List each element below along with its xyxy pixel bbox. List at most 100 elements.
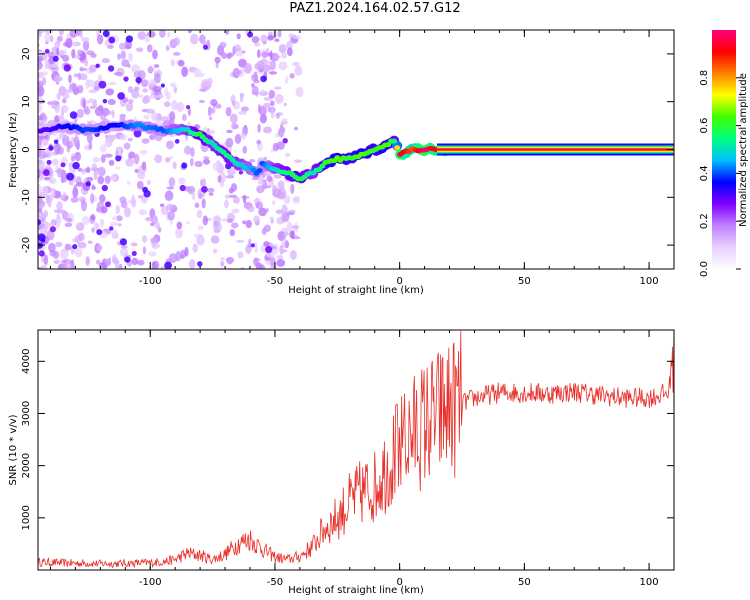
noise-blob <box>272 200 276 205</box>
y-tick-label: 20 <box>21 48 32 61</box>
noise-blob <box>253 241 258 248</box>
noise-blob <box>176 221 183 230</box>
noise-blob <box>268 71 278 75</box>
noise-blob <box>52 250 60 260</box>
noise-blob <box>49 189 56 199</box>
noise-blob <box>291 229 295 240</box>
noise-blob <box>91 186 96 190</box>
noise-blob <box>258 207 267 217</box>
noise-blob <box>251 85 259 96</box>
ridge-core <box>256 168 263 174</box>
noise-blob <box>38 219 42 226</box>
noise-blob <box>225 106 232 117</box>
noise-blob <box>131 89 140 99</box>
noise-blob <box>53 259 60 264</box>
noise-blob <box>198 193 203 200</box>
noise-blob <box>60 162 66 168</box>
noise-blob <box>245 219 252 229</box>
noise-blob <box>111 109 115 119</box>
noise-blob <box>62 198 68 202</box>
noise-blob <box>237 70 242 75</box>
noise-blob <box>92 157 101 163</box>
noise-blob <box>38 242 43 249</box>
noise-blob <box>254 42 261 47</box>
noise-blob <box>279 244 284 255</box>
noise-blob <box>294 65 303 76</box>
noise-blob <box>170 82 177 88</box>
snr-chart: -100 -50 0 50 100 1000 2000 3000 4000 Height of… <box>8 329 675 596</box>
noise-blob <box>250 243 255 248</box>
noise-blob <box>261 88 265 95</box>
noise-blob <box>56 212 60 220</box>
noise-blob <box>38 71 45 79</box>
noise-blob <box>78 232 85 242</box>
spectrogram-x-label: Height of straight line (km) <box>288 285 424 296</box>
noise-blob <box>260 75 267 83</box>
snr-frame <box>37 329 675 571</box>
noise-blob <box>273 86 282 90</box>
noise-blob <box>95 63 100 68</box>
noise-blob <box>38 208 42 213</box>
noise-blob <box>44 32 51 43</box>
noise-blob <box>278 44 287 54</box>
noise-blob <box>255 201 264 210</box>
noise-blob <box>262 179 268 190</box>
x-tick-label: -50 <box>267 276 283 287</box>
noise-blob <box>258 264 266 269</box>
y-tick-label: 1000 <box>21 505 32 530</box>
x-tick-label: 50 <box>518 276 531 287</box>
noise-blob <box>187 30 192 34</box>
noise-blob <box>282 138 288 144</box>
noise-blob <box>220 260 225 267</box>
noise-blob <box>276 254 284 261</box>
snr-x-axis: -100 -50 0 50 100 <box>49 330 675 588</box>
noise-blob <box>139 149 148 155</box>
noise-blob <box>65 217 73 223</box>
noise-blob <box>277 30 282 38</box>
noise-blob <box>291 225 300 229</box>
noise-blob <box>90 53 97 59</box>
spectrogram-y-label: Frequency (Hz) <box>8 112 19 188</box>
noise-blob <box>253 257 259 267</box>
noise-blob <box>48 145 54 151</box>
noise-blob <box>260 34 268 43</box>
noise-blob <box>269 50 273 61</box>
noise-blob <box>140 79 149 88</box>
noise-blob <box>247 31 254 38</box>
noise-blob <box>276 191 286 200</box>
x-tick-label: -100 <box>139 577 162 588</box>
noise-blob <box>59 248 69 260</box>
noise-blob <box>286 212 295 216</box>
noise-blob <box>234 133 242 144</box>
noise-blob <box>281 51 288 59</box>
noise-blob <box>268 89 276 99</box>
noise-blob <box>46 229 55 241</box>
noise-blob <box>160 83 165 88</box>
noise-blob <box>54 40 61 49</box>
noise-blob <box>246 65 251 72</box>
noise-blob <box>294 126 298 131</box>
noise-blob <box>72 244 78 250</box>
noise-blob <box>265 208 269 213</box>
noise-blob <box>50 100 58 110</box>
noise-blob <box>167 32 171 38</box>
y-tick-label: 10 <box>21 95 32 108</box>
y-tick-label: 2000 <box>21 453 32 478</box>
noise-blob <box>232 196 240 204</box>
noise-blob <box>221 218 227 222</box>
noise-blob <box>159 203 165 207</box>
noise-blob <box>54 75 61 83</box>
noise-blob <box>98 80 107 89</box>
noise-blob <box>210 235 220 244</box>
noise-blob <box>50 219 57 226</box>
noise-blob <box>142 246 147 255</box>
noise-blob <box>84 59 89 67</box>
y-tick-label: -10 <box>21 189 32 205</box>
noise-blob <box>127 64 131 68</box>
noise-blob <box>144 35 151 43</box>
colorbar-tick-label: 0.8 <box>699 70 710 86</box>
noise-blob <box>228 187 234 194</box>
noise-blob <box>56 201 63 211</box>
noise-blob <box>68 74 72 84</box>
